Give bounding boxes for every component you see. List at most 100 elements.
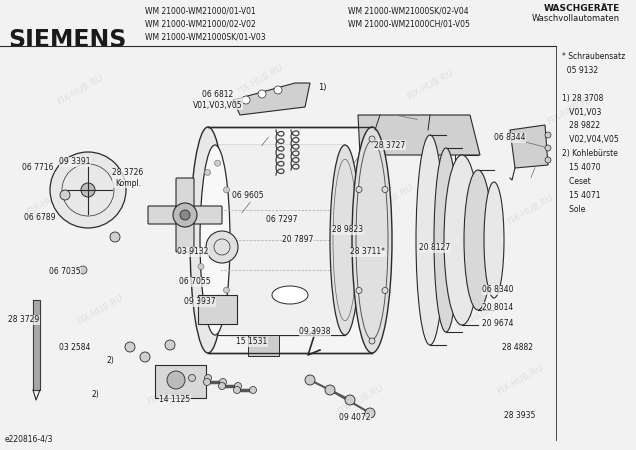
Circle shape [205,170,211,176]
Circle shape [305,375,315,385]
Ellipse shape [190,127,226,353]
Circle shape [214,160,221,166]
Text: SIEMENS: SIEMENS [8,28,127,52]
Text: FIX-HUB.RU: FIX-HUB.RU [335,383,385,417]
Circle shape [356,186,362,193]
Text: 20 7897: 20 7897 [282,235,314,244]
Circle shape [365,408,375,418]
Circle shape [227,237,233,243]
Circle shape [219,378,226,386]
Text: 20 8014: 20 8014 [482,302,514,311]
FancyBboxPatch shape [208,127,373,353]
Circle shape [242,96,250,104]
Text: 06 6812
V01,V03,V05: 06 6812 V01,V03,V05 [193,90,243,110]
Text: 09 3391: 09 3391 [59,158,91,166]
FancyBboxPatch shape [176,178,194,252]
Circle shape [206,231,238,263]
Circle shape [79,266,87,274]
Circle shape [235,382,242,390]
Ellipse shape [416,135,444,345]
Circle shape [258,90,266,98]
Text: FIX-HUB.RU: FIX-HUB.RU [405,68,455,102]
Circle shape [60,190,70,200]
Circle shape [205,374,212,382]
Circle shape [223,287,230,293]
Text: FIX-HUB.RU: FIX-HUB.RU [195,178,245,212]
Circle shape [198,264,204,270]
Text: FIX-HUB.RU: FIX-HUB.RU [455,298,504,332]
Text: WASCHGERÄTE: WASCHGERÄTE [544,4,620,13]
Text: 06 9605: 06 9605 [232,190,264,199]
Circle shape [81,183,95,197]
Text: 1): 1) [318,83,326,92]
Circle shape [545,157,551,163]
Text: 20 8127: 20 8127 [419,243,450,252]
Text: 09 4072: 09 4072 [339,414,371,423]
Ellipse shape [330,145,360,335]
Circle shape [545,145,551,151]
Text: FIX-HUB.RU: FIX-HUB.RU [55,73,104,107]
Circle shape [214,314,221,320]
Text: 06 7035: 06 7035 [49,267,81,276]
Text: 28 3935: 28 3935 [504,410,536,419]
Circle shape [233,387,240,393]
Circle shape [382,288,388,293]
Text: 28 9823: 28 9823 [333,225,364,234]
Text: FIX-HUB.RU: FIX-HUB.RU [495,363,544,397]
Circle shape [274,86,282,94]
Circle shape [167,371,185,389]
Text: Waschvollautomaten: Waschvollautomaten [532,14,620,23]
Text: FIX-HUB.RU: FIX-HUB.RU [76,293,125,327]
Ellipse shape [444,155,480,325]
Text: 14 1125: 14 1125 [160,396,191,405]
Circle shape [356,288,362,293]
Circle shape [188,374,195,382]
Text: 09 3937: 09 3937 [184,297,216,306]
Text: 06 8340: 06 8340 [482,285,514,294]
FancyBboxPatch shape [198,294,237,324]
Circle shape [369,338,375,344]
Ellipse shape [484,182,504,298]
Ellipse shape [464,170,492,310]
Text: FIX-HUB.RU: FIX-HUB.RU [366,183,415,217]
Circle shape [219,382,226,390]
Circle shape [249,387,256,393]
Circle shape [140,352,150,362]
Ellipse shape [352,127,392,353]
Circle shape [173,203,197,227]
Text: 03 2584: 03 2584 [59,343,91,352]
Circle shape [110,232,120,242]
Polygon shape [510,125,548,168]
Text: 06 7297: 06 7297 [266,216,298,225]
Text: 09 3938: 09 3938 [300,328,331,337]
Text: 20 9674: 20 9674 [482,319,514,328]
Polygon shape [233,83,310,115]
Text: 06 7716: 06 7716 [22,163,54,172]
Text: 28 4882: 28 4882 [502,343,534,352]
Text: 03 9132: 03 9132 [177,248,209,256]
Text: * Schraubensatz
  05 9132

1) 28 3708
   V01,V03
   28 9822
   V02,V04,V05
2) Ko: * Schraubensatz 05 9132 1) 28 3708 V01,V… [562,52,625,214]
FancyBboxPatch shape [148,206,222,224]
Text: 06 8344: 06 8344 [494,134,526,143]
Circle shape [325,385,335,395]
Circle shape [369,136,375,142]
Circle shape [545,132,551,138]
Text: 28 3729: 28 3729 [8,315,39,324]
Circle shape [205,305,211,310]
Circle shape [165,340,175,350]
Ellipse shape [200,145,230,335]
Text: 2): 2) [106,356,114,364]
Circle shape [50,152,126,228]
FancyBboxPatch shape [215,145,345,335]
Polygon shape [358,115,480,155]
Text: 15 1531: 15 1531 [237,338,268,346]
Ellipse shape [272,286,308,304]
Text: 2): 2) [91,391,99,400]
Text: WM 21000-WM21000/01-V01
WM 21000-WM21000/02-V02
WM 21000-WM21000SK/01-V03: WM 21000-WM21000/01-V01 WM 21000-WM21000… [145,6,266,41]
Text: e220816-4/3: e220816-4/3 [5,434,53,443]
Circle shape [125,342,135,352]
Circle shape [180,210,190,220]
Text: FIX-HUB.RU: FIX-HUB.RU [275,303,324,337]
Text: 06 6789: 06 6789 [24,213,56,222]
Text: FIX-HUB.RU: FIX-HUB.RU [235,63,284,97]
